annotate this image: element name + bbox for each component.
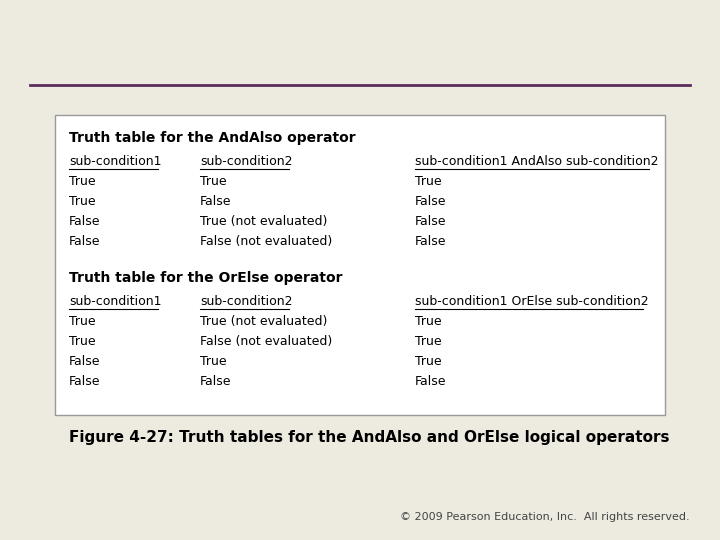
Text: False: False xyxy=(69,235,101,248)
Text: Truth table for the OrElse operator: Truth table for the OrElse operator xyxy=(69,271,343,285)
Text: True: True xyxy=(415,315,441,328)
Text: False: False xyxy=(69,375,101,388)
Text: False: False xyxy=(415,215,446,228)
Text: sub-condition1 OrElse sub-condition2: sub-condition1 OrElse sub-condition2 xyxy=(415,295,649,308)
Text: False: False xyxy=(200,375,232,388)
Text: True: True xyxy=(200,175,227,188)
Text: False: False xyxy=(69,355,101,368)
Text: True: True xyxy=(69,175,96,188)
Text: True: True xyxy=(69,195,96,208)
Text: sub-condition1: sub-condition1 xyxy=(69,155,161,168)
Text: sub-condition1 AndAlso sub-condition2: sub-condition1 AndAlso sub-condition2 xyxy=(415,155,659,168)
Text: Figure 4-27: Truth tables for the AndAlso and OrElse logical operators: Figure 4-27: Truth tables for the AndAls… xyxy=(69,430,670,445)
Text: True: True xyxy=(69,315,96,328)
Text: False (not evaluated): False (not evaluated) xyxy=(200,335,332,348)
Text: False: False xyxy=(415,235,446,248)
Text: True: True xyxy=(200,355,227,368)
Text: False: False xyxy=(415,375,446,388)
Text: False: False xyxy=(415,195,446,208)
Text: True (not evaluated): True (not evaluated) xyxy=(200,215,328,228)
Text: Truth table for the AndAlso operator: Truth table for the AndAlso operator xyxy=(69,131,356,145)
Text: False: False xyxy=(69,215,101,228)
Text: True: True xyxy=(415,355,441,368)
FancyBboxPatch shape xyxy=(55,115,665,415)
Text: sub-condition2: sub-condition2 xyxy=(200,295,292,308)
Text: False (not evaluated): False (not evaluated) xyxy=(200,235,332,248)
Text: True: True xyxy=(69,335,96,348)
Text: True (not evaluated): True (not evaluated) xyxy=(200,315,328,328)
Text: True: True xyxy=(415,175,441,188)
Text: © 2009 Pearson Education, Inc.  All rights reserved.: © 2009 Pearson Education, Inc. All right… xyxy=(400,512,690,522)
Text: False: False xyxy=(200,195,232,208)
Text: True: True xyxy=(415,335,441,348)
Text: sub-condition1: sub-condition1 xyxy=(69,295,161,308)
Text: sub-condition2: sub-condition2 xyxy=(200,155,292,168)
